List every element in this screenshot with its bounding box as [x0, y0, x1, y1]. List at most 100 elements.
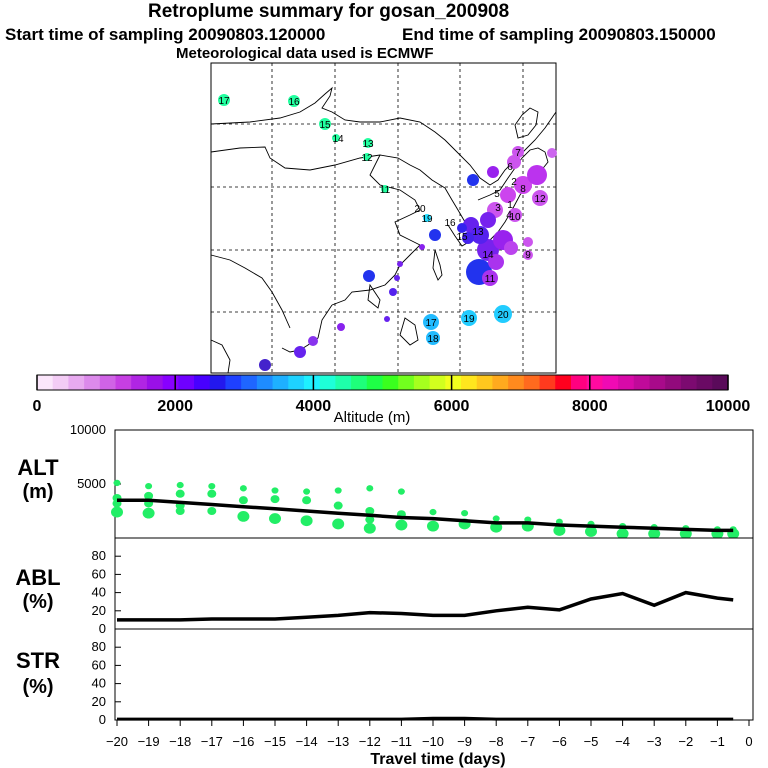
- x-tick-label: −1: [710, 734, 725, 749]
- plume-spread-dot: [461, 510, 469, 517]
- plume-circle: [429, 229, 441, 241]
- y-tick-label: 10000: [70, 422, 106, 437]
- colorbar-cell: [413, 375, 431, 390]
- str-ylabel-unit: (%): [22, 676, 53, 698]
- plume-circle: [523, 237, 533, 247]
- plume-label: 7: [515, 148, 521, 159]
- plume-spread-dot: [303, 488, 311, 495]
- colorbar-cell: [272, 375, 289, 390]
- plume-label: 14: [482, 250, 494, 261]
- x-tick-label: −10: [422, 734, 444, 749]
- y-tick-label: 5000: [77, 476, 106, 491]
- colorbar-cell: [115, 375, 132, 390]
- plume-circle: [308, 336, 318, 346]
- colorbar-cell: [570, 375, 588, 390]
- plume-label: 16: [444, 218, 456, 229]
- x-tick-label: −7: [520, 734, 535, 749]
- x-tick-label: −14: [296, 734, 318, 749]
- str-frame: [114, 628, 754, 721]
- plume-circle: [363, 153, 371, 161]
- x-axis-label: Travel time (days): [370, 751, 505, 768]
- plume-label: 10: [509, 212, 521, 223]
- plume-label: 19: [421, 214, 433, 225]
- plume-spread-dot: [395, 519, 408, 531]
- x-tick-label: −8: [489, 734, 504, 749]
- plume-spread-dot: [142, 507, 155, 519]
- colorbar-cell: [633, 375, 651, 390]
- colorbar-cell: [288, 375, 305, 390]
- alt-panel: 5000 10000 ALT (m): [17, 422, 754, 540]
- str-panel: 0 20 40 60 80 STR (%): [16, 628, 754, 727]
- colorbar-cell: [303, 375, 321, 390]
- colorbar-cell: [84, 375, 101, 390]
- colorbar-cell: [162, 375, 179, 390]
- plume-spread-dot: [207, 489, 217, 498]
- plume-spread-dot: [270, 495, 280, 504]
- plume-label: 5: [494, 189, 500, 200]
- plume-spread-dot: [492, 515, 500, 522]
- colorbar-cell: [209, 375, 227, 390]
- colorbar-cell: [398, 375, 415, 390]
- colorbar-cell: [225, 375, 242, 390]
- colorbar-title: Altitude (m): [334, 409, 411, 426]
- plume-circle: [527, 165, 547, 185]
- plume-spread-dot: [145, 483, 153, 490]
- plume-label: 13: [472, 227, 484, 238]
- colorbar-ticks: 0 2000 4000 6000 8000 10000: [33, 375, 750, 415]
- x-tick-label: −2: [678, 734, 693, 749]
- colorbar-cell: [366, 375, 384, 390]
- start-time-label: Start time of sampling 20090803.120000: [5, 25, 326, 44]
- colorbar-cell: [382, 375, 399, 390]
- plume-label: 3: [495, 203, 501, 214]
- x-tick-label: −18: [169, 734, 191, 749]
- x-tick-label: −17: [201, 734, 223, 749]
- y-tick-label: 80: [92, 639, 106, 654]
- plume-circle: [363, 270, 375, 282]
- plume-label: 8: [520, 184, 526, 195]
- plume-label: 16: [288, 97, 300, 108]
- colorbar-cell: [523, 375, 541, 390]
- x-tick-label: −15: [264, 734, 286, 749]
- colorbar-cell: [351, 375, 368, 390]
- plume-circle: [480, 212, 496, 228]
- abl-line: [117, 590, 734, 622]
- alt-mean-line: [117, 498, 734, 533]
- colorbar-cell: [492, 375, 509, 390]
- colorbar-cell: [131, 375, 148, 390]
- x-tick-label: 0: [745, 734, 752, 749]
- colorbar-cell: [680, 375, 698, 390]
- plume-circle: [494, 305, 512, 323]
- y-tick-label: 0: [99, 712, 106, 727]
- plume-spread-dot: [332, 518, 345, 530]
- plume-circle: [294, 346, 306, 358]
- plume-spread-dot: [238, 496, 248, 505]
- plume-circle: [218, 94, 230, 106]
- plume-circle: [462, 232, 474, 244]
- colorbar-tick-label: 4000: [296, 398, 332, 415]
- plume-markers: [218, 94, 557, 371]
- colorbar-cell: [665, 375, 682, 390]
- colorbar-cell: [461, 375, 478, 390]
- y-tick-label: 80: [92, 548, 106, 563]
- plume-circle: [381, 185, 389, 193]
- plume-spread-dot: [365, 515, 375, 524]
- plume-label: 15: [319, 120, 331, 131]
- plume-label: 18: [427, 334, 439, 345]
- y-tick-label: 60: [92, 566, 106, 581]
- plume-circle: [389, 288, 397, 296]
- plume-circle: [337, 323, 345, 331]
- colorbar-cell: [618, 375, 635, 390]
- plume-spread-dot: [175, 489, 185, 498]
- map-frame: [210, 62, 557, 374]
- plume-circle: [397, 261, 403, 267]
- plume-circle: [508, 208, 522, 222]
- plume-spread-dot: [302, 496, 312, 505]
- plume-circle: [500, 187, 516, 203]
- plume-circle: [461, 310, 477, 326]
- plume-spread-dot: [616, 528, 629, 540]
- plume-circle: [514, 176, 532, 194]
- plume-spread-dot: [427, 520, 439, 532]
